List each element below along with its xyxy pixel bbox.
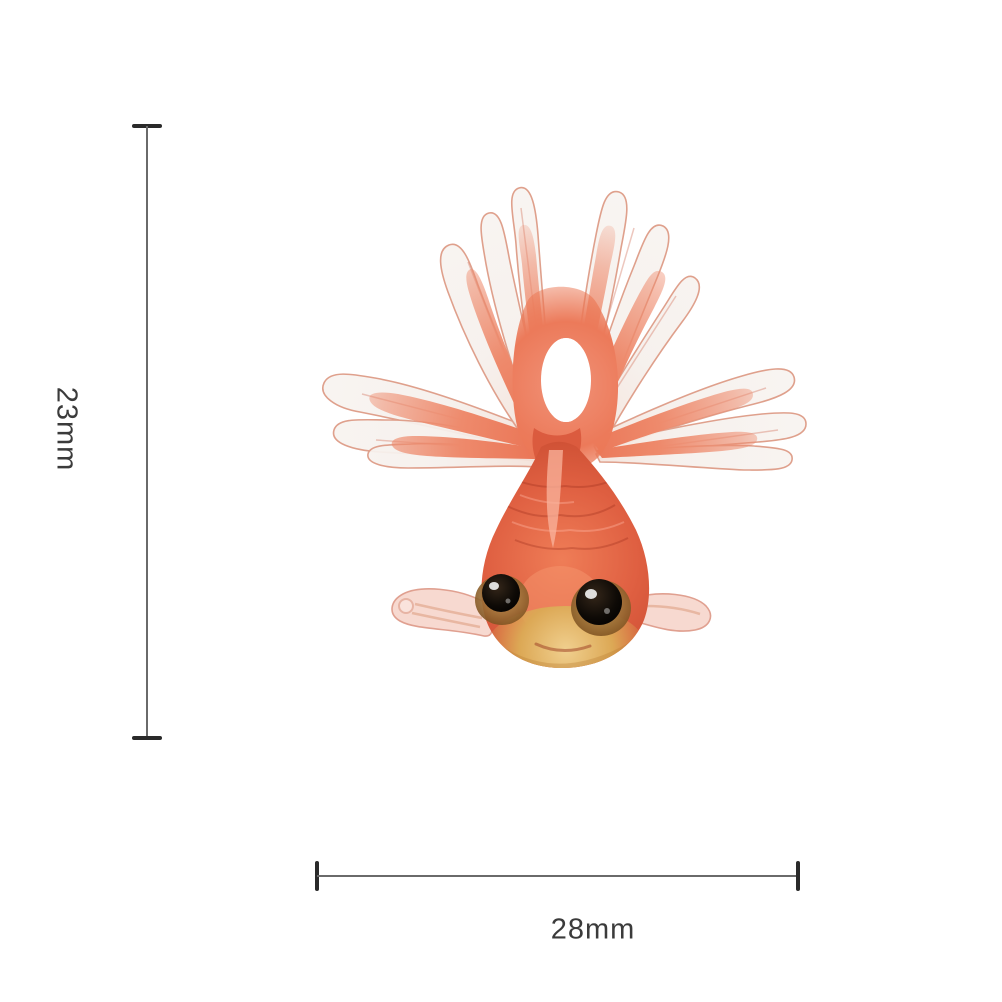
mouth xyxy=(534,642,592,652)
eyes xyxy=(475,574,631,636)
height-label: 23mm xyxy=(50,386,83,472)
left-eye xyxy=(482,574,520,612)
right-eye-glint xyxy=(585,589,597,599)
left-fin-curl xyxy=(398,598,414,614)
fin-streaks xyxy=(411,602,701,629)
height-line-bottom-cap xyxy=(132,736,162,740)
tail-fin xyxy=(322,186,807,484)
width-label: 28mm xyxy=(550,913,636,946)
width-line-right-cap xyxy=(796,861,800,891)
width-line xyxy=(317,875,798,877)
height-dimension-line xyxy=(132,124,162,740)
height-line xyxy=(146,126,148,738)
left-eye-glint xyxy=(489,582,499,590)
tail-center xyxy=(512,286,619,470)
right-eye xyxy=(576,579,622,625)
fish-body xyxy=(481,441,650,668)
tail-hole xyxy=(541,338,591,422)
left-eye-glint-small xyxy=(505,598,511,604)
width-dimension-line xyxy=(315,861,800,891)
right-eye-glint-small xyxy=(604,608,610,614)
